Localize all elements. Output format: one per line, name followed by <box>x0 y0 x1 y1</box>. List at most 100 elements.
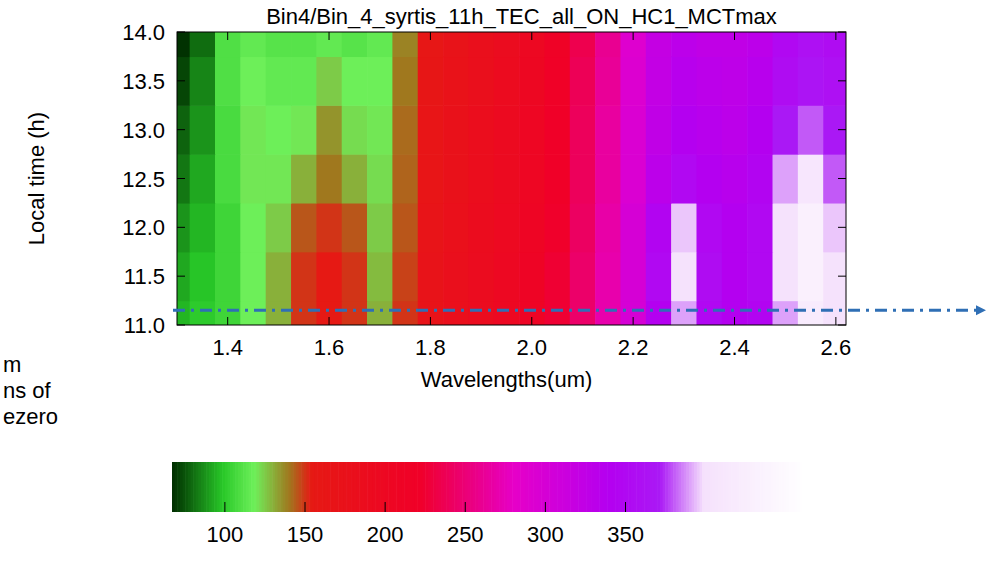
cell <box>468 252 494 301</box>
cell <box>696 154 722 203</box>
cell <box>240 56 266 105</box>
cell <box>291 301 317 325</box>
cell <box>367 32 393 57</box>
x-tick-label: 1.4 <box>212 335 243 360</box>
cell <box>177 56 190 105</box>
title: Bin4/Bin_4_syrtis_11h_TEC_all_ON_HC1_MCT… <box>266 4 777 29</box>
colorbar-tick-label: 300 <box>527 522 564 547</box>
cell <box>747 301 773 325</box>
cell <box>367 301 393 325</box>
cell <box>671 203 697 252</box>
colorbar-swatch <box>802 462 805 512</box>
cell <box>468 154 494 203</box>
cell <box>646 56 672 105</box>
cell <box>570 252 596 301</box>
cell <box>342 105 368 154</box>
cell <box>696 252 722 301</box>
x-tick <box>835 317 836 325</box>
cell <box>696 32 722 57</box>
colorbar-tick <box>385 502 386 512</box>
cell <box>190 203 216 252</box>
cell <box>773 56 799 105</box>
cell <box>620 56 646 105</box>
cell <box>266 203 292 252</box>
x-tick-label: 2.4 <box>719 335 750 360</box>
colorbar <box>172 462 806 512</box>
cell <box>646 301 672 325</box>
colorbar-tick <box>305 502 306 512</box>
cell <box>747 105 773 154</box>
cell <box>392 56 418 105</box>
cell <box>519 203 545 252</box>
x-tick <box>531 32 532 40</box>
y-tick-label: 13.0 <box>122 118 165 143</box>
cell <box>798 301 824 325</box>
cell <box>671 252 697 301</box>
cell <box>646 203 672 252</box>
cell <box>798 252 824 301</box>
cell <box>570 154 596 203</box>
y-tick <box>838 227 846 228</box>
cell <box>646 154 672 203</box>
cell <box>722 154 748 203</box>
y-tick <box>177 129 185 130</box>
cell <box>798 203 824 252</box>
cell <box>215 56 241 105</box>
cell <box>392 105 418 154</box>
cell <box>773 203 799 252</box>
cell <box>570 32 596 57</box>
cell <box>418 32 444 57</box>
cell <box>177 154 190 203</box>
y-tick <box>838 80 846 81</box>
cell <box>443 154 469 203</box>
cell <box>671 105 697 154</box>
cell <box>773 105 799 154</box>
cell <box>468 56 494 105</box>
cell <box>215 252 241 301</box>
cell <box>544 56 570 105</box>
cell <box>519 32 545 57</box>
y-tick <box>838 129 846 130</box>
cell <box>671 154 697 203</box>
annotation: ns of <box>3 378 52 403</box>
x-tick <box>430 32 431 40</box>
cell <box>722 105 748 154</box>
cell <box>595 301 621 325</box>
cell <box>494 56 520 105</box>
cell <box>494 154 520 203</box>
cell <box>747 252 773 301</box>
cell <box>494 203 520 252</box>
cell <box>595 56 621 105</box>
y-tick-label: 14.0 <box>122 20 165 45</box>
cell <box>823 32 846 57</box>
cell <box>519 154 545 203</box>
cell <box>519 252 545 301</box>
x-tick <box>430 317 431 325</box>
colorbar-tick-label: 350 <box>607 522 644 547</box>
x-tick-label: 1.8 <box>415 335 446 360</box>
cell <box>620 301 646 325</box>
cell <box>291 154 317 203</box>
cell <box>316 56 342 105</box>
cell <box>468 105 494 154</box>
cell <box>646 32 672 57</box>
y-tick <box>838 276 846 277</box>
y-tick <box>177 227 185 228</box>
x-tick <box>227 32 228 40</box>
cell <box>342 56 368 105</box>
cell <box>823 56 846 105</box>
cell <box>494 105 520 154</box>
cell <box>544 203 570 252</box>
cell <box>266 32 292 57</box>
cell <box>443 252 469 301</box>
x-tick-label: 2.6 <box>821 335 852 360</box>
cell <box>468 301 494 325</box>
x-tick <box>329 317 330 325</box>
cell <box>316 301 342 325</box>
annotation: m <box>3 352 21 377</box>
colorbar-tick-label: 100 <box>207 522 244 547</box>
cell <box>190 252 216 301</box>
x-tick <box>531 317 532 325</box>
cell <box>367 252 393 301</box>
cell <box>291 32 317 57</box>
